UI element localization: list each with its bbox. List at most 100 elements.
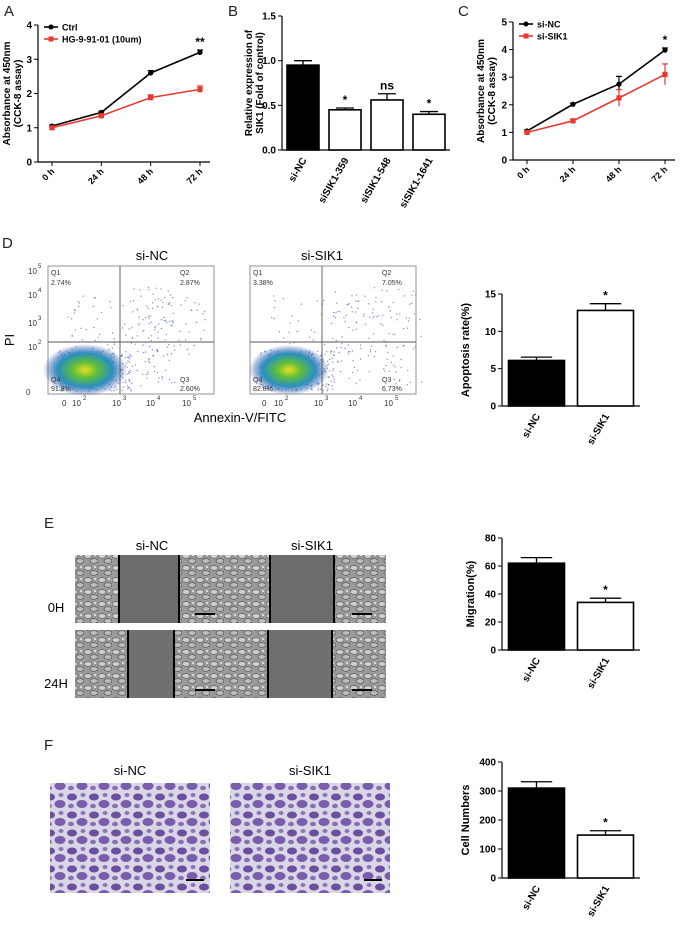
- flow-dot: [130, 342, 132, 344]
- q1-value: 2.74%: [51, 280, 71, 287]
- flow-dot: [323, 343, 326, 346]
- flow-dot: [369, 316, 371, 318]
- flow-dot: [152, 293, 154, 295]
- flow-dot: [408, 317, 410, 319]
- legend-marker: [523, 21, 529, 27]
- flow-dot: [155, 287, 157, 289]
- flow-dot: [169, 294, 172, 296]
- chart-c-cck8-line: 0 1 2 3 4 5 Absorbance at 450nm (CCK-8 assay) 0 …: [476, 18, 675, 184]
- flow-dot: [378, 315, 380, 317]
- y-axis-label: Migration(%): [465, 560, 477, 627]
- flow-dot: [351, 306, 353, 308]
- series-line-0: [51, 51, 201, 127]
- flow-dot: [172, 321, 174, 324]
- y-axis-label-line2: (CCK-8 assay): [13, 60, 24, 128]
- flow-dot: [160, 288, 162, 290]
- flow-dot: [337, 360, 339, 362]
- flow-dot: [320, 388, 322, 390]
- bar: [576, 834, 635, 879]
- wound-row-0h: 0H: [48, 600, 65, 615]
- flow-dot: [125, 351, 127, 353]
- q3-label: Q3: [382, 377, 391, 384]
- flow-dot: [74, 329, 77, 331]
- flow-dot: [334, 316, 337, 319]
- x-tick-label: siSIK1-1641: [398, 156, 436, 211]
- flow-dot: [419, 318, 421, 321]
- flow-dot: [316, 350, 319, 352]
- flow-dot: [167, 303, 169, 305]
- flow-log-ticks-x1: 0 10 2 10 3 10 4 10 5: [62, 396, 197, 408]
- flow-dot: [382, 324, 384, 326]
- flow-dot: [383, 368, 385, 370]
- x-tick-label: siSIK1-359: [317, 156, 352, 206]
- flow-dot: [300, 303, 302, 305]
- panel-label-f: F: [44, 737, 53, 754]
- flow-dot: [346, 304, 348, 306]
- flow-dot: [355, 328, 357, 330]
- flow-dot: [153, 365, 156, 368]
- q1-label: Q1: [51, 270, 60, 277]
- y-tick-label: 3: [501, 73, 507, 84]
- flow-dot: [122, 381, 124, 383]
- flow-dot: [128, 370, 130, 373]
- flow-dot: [407, 320, 410, 322]
- flow-dot: [129, 372, 131, 374]
- flow-dot: [121, 327, 124, 329]
- flow-dot: [364, 295, 366, 297]
- transwell-col-si-sik1: si-SIK1: [289, 763, 331, 778]
- flow-dot: [348, 326, 350, 329]
- significance-mark: **: [195, 35, 205, 49]
- flow-dot: [78, 305, 80, 308]
- log-tick: 10: [182, 399, 191, 408]
- flow-dot: [93, 326, 95, 329]
- log-tick-exp: 2: [83, 396, 87, 402]
- flow-dot: [388, 306, 390, 308]
- flow-dot: [326, 390, 329, 392]
- x-tick-label: si-NC: [521, 412, 544, 440]
- flow-dot: [380, 301, 383, 303]
- flow-y-axis-label: PI: [2, 334, 17, 346]
- flow-dot: [354, 311, 357, 313]
- flow-dot: [327, 376, 329, 378]
- flow-dot: [148, 337, 150, 339]
- flow-dot: [127, 386, 129, 389]
- flow-dot: [100, 311, 103, 314]
- x-tick-label: 24 h: [558, 164, 578, 184]
- y-tick-label: 0: [490, 402, 496, 413]
- flow-dot: [330, 352, 332, 354]
- flow-cytometry-panel: si-NC si-SIK1 PI Annexin-V/FITC Q1 2.74%…: [2, 248, 423, 425]
- flow-dot: [203, 329, 205, 331]
- flow-dot: [385, 344, 387, 346]
- significance-mark: *: [603, 816, 608, 830]
- flow-dot: [289, 343, 291, 345]
- flow-dot: [147, 373, 149, 375]
- flow-dot: [157, 381, 159, 383]
- flow-dot: [151, 349, 154, 351]
- legend-marker: [48, 36, 54, 42]
- flow-dot: [411, 294, 413, 296]
- panel-label-d: D: [2, 235, 13, 252]
- flow-dot: [164, 339, 167, 341]
- flow-dot: [375, 296, 377, 299]
- flow-dot: [355, 294, 358, 296]
- flow-dot: [77, 301, 79, 303]
- flow-dot: [335, 311, 337, 314]
- flow-dot: [129, 369, 132, 372]
- q2-value: 2.87%: [180, 280, 200, 287]
- flow-dot: [415, 294, 417, 296]
- transwell-image-si-sik1: [230, 783, 390, 893]
- flow-dot: [332, 315, 335, 317]
- y-tick-label: 2: [501, 100, 507, 111]
- flow-dot: [278, 331, 281, 333]
- flow-dot: [356, 307, 359, 309]
- flow-dot: [333, 354, 335, 357]
- flow-dot: [149, 361, 151, 364]
- bar: [370, 99, 404, 151]
- flow-dot: [360, 347, 362, 350]
- flow-dot: [355, 382, 357, 385]
- flow-dot: [395, 371, 397, 373]
- log-tick: 0: [62, 399, 67, 408]
- flow-dot: [381, 289, 383, 292]
- flow-dot: [165, 333, 167, 335]
- flow-dot: [154, 299, 157, 301]
